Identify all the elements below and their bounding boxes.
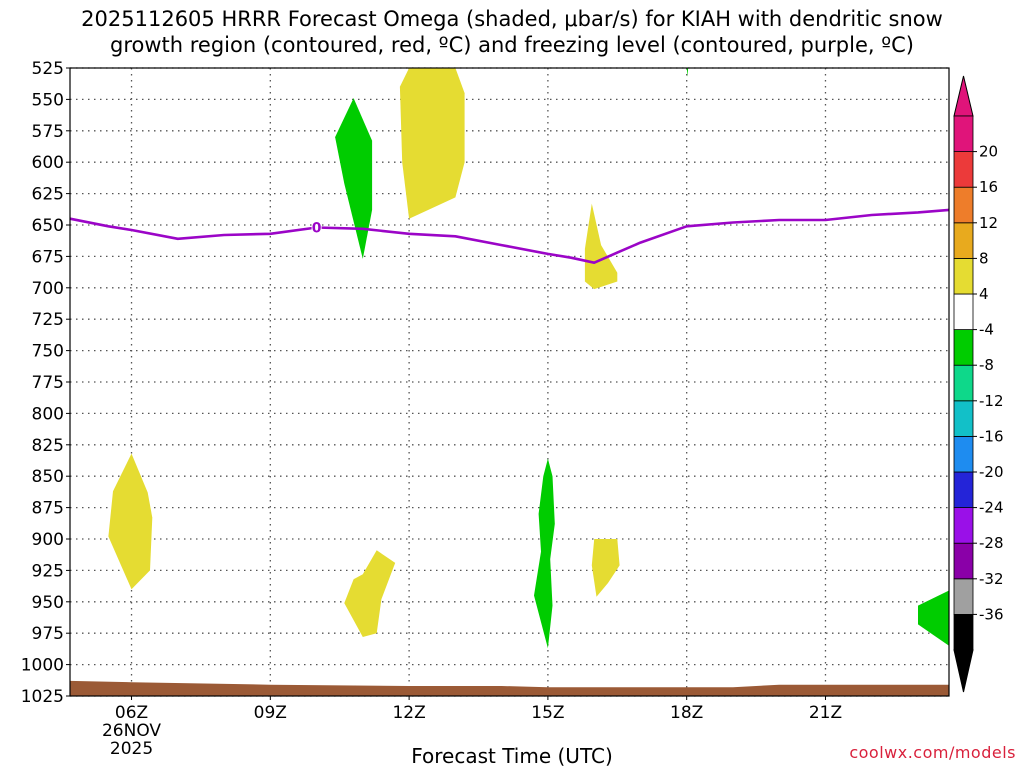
y-tick-label: 825: [32, 436, 64, 456]
colorbar-label: -24: [979, 499, 1004, 517]
plot-frame: [69, 67, 950, 697]
colorbar-segment: [953, 400, 974, 437]
y-tick-label: 1000: [21, 656, 64, 676]
y-tick-label: 900: [32, 530, 64, 550]
colorbar-label: -4: [979, 321, 994, 339]
y-tick-label: 625: [32, 185, 64, 205]
colorbar-label: 16: [979, 178, 998, 196]
colorbar-top-arrow: [953, 75, 974, 117]
y-tick-label: 725: [32, 310, 64, 330]
colorbar-segment: [953, 578, 974, 615]
x-tick-label: 18Z: [670, 703, 703, 723]
y-tick-label: 675: [32, 247, 64, 267]
omega-region: [686, 68, 689, 77]
y-tick-label: 950: [32, 593, 64, 613]
omega-region: [399, 68, 465, 219]
terrain-fill: [70, 680, 949, 696]
omega-region: [591, 539, 620, 597]
colorbar-bottom-arrow: [953, 649, 974, 693]
omega-shaded-regions: [108, 68, 949, 649]
freezing-level-label: 0: [312, 221, 322, 237]
colorbar-segment: [953, 115, 974, 152]
chart-title: 2025112605 HRRR Forecast Omega (shaded, …: [0, 6, 1024, 58]
colorbar-segment: [953, 471, 974, 508]
omega-region: [335, 98, 373, 259]
chart-title-line1: 2025112605 HRRR Forecast Omega (shaded, …: [81, 7, 943, 31]
grid-lines: [70, 67, 949, 697]
y-tick-label: 750: [32, 342, 64, 362]
x-tick-label: 15Z: [531, 703, 564, 723]
colorbar-segment: [953, 186, 974, 224]
omega-region: [584, 203, 618, 290]
y-tick-label: 850: [32, 467, 64, 487]
x-tick-label: 12Z: [392, 703, 425, 723]
colorbar-label: 20: [979, 143, 998, 161]
colorbar-segment: [953, 542, 974, 580]
colorbar-label: 8: [979, 249, 989, 267]
colorbar-segment: [953, 329, 974, 366]
colorbar-label: -8: [979, 356, 994, 374]
x-axis-label: Forecast Time (UTC): [411, 744, 613, 768]
colorbar-label: -28: [979, 534, 1004, 552]
omega-region: [108, 453, 153, 590]
omega-region: [344, 550, 396, 637]
y-tick-label: 875: [32, 499, 64, 519]
colorbar-label: 12: [979, 214, 998, 232]
x-tick-label: 21Z: [809, 703, 842, 723]
colorbar-segment: [953, 151, 974, 188]
y-tick-label: 575: [32, 122, 64, 142]
colorbar-segment: [953, 293, 974, 330]
colorbar-segment: [953, 614, 974, 651]
colorbar-label: -20: [979, 463, 1004, 481]
colorbar-segment: [953, 257, 974, 295]
colorbar-label: 4: [979, 285, 989, 303]
y-tick-label: 925: [32, 561, 64, 581]
omega-region: [918, 590, 949, 646]
y-tick-label: 775: [32, 373, 64, 393]
freezing-level-label-bg: [311, 220, 322, 235]
y-tick-label: 600: [32, 153, 64, 173]
colorbar-segment: [953, 222, 974, 259]
omega-region: [534, 458, 555, 649]
colorbar-segment: [953, 435, 974, 473]
x-tick-label: 09Z: [254, 703, 287, 723]
y-tick-label: 975: [32, 624, 64, 644]
freezing-level-line: [69, 208, 950, 265]
x-tick-label: 06Z: [115, 703, 148, 723]
colorbar-segment: [953, 507, 974, 544]
y-tick-label: 1025: [21, 687, 64, 707]
y-tick-label: 700: [32, 279, 64, 299]
colorbar-label: -12: [979, 392, 1004, 410]
colorbar-label: -16: [979, 427, 1004, 445]
colorbar: -36 -32 -28 -24 -20 -16 -12 -8 -4 4 8 12 16 20: [953, 75, 1004, 693]
site-credit: coolwx.com/models: [849, 743, 1016, 762]
terrain-ground: [70, 680, 949, 696]
chart-title-line2: growth region (contoured, red, ºC) and f…: [110, 33, 914, 57]
y-tick-label: 650: [32, 216, 64, 236]
x-tick-date: 26NOV: [102, 721, 161, 741]
y-tick-label: 550: [32, 90, 64, 110]
colorbar-label: -36: [979, 605, 1004, 623]
y-axis: 525 550 575 600 625 650 675 700 725 750 775 800 825 8…: [21, 59, 70, 707]
y-tick-label: 800: [32, 404, 64, 424]
colorbar-label: -32: [979, 570, 1004, 588]
colorbar-segment: [953, 364, 974, 402]
y-tick-label: 525: [32, 59, 64, 79]
freezing-level-contour: 0: [69, 208, 950, 265]
x-tick-year: 2025: [110, 739, 153, 759]
